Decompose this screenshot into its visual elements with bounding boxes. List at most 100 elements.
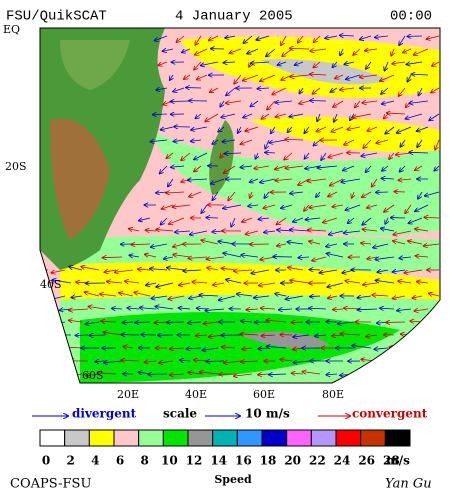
wind-arrow: [415, 229, 429, 231]
wind-arrow: [429, 293, 440, 296]
wind-arrow: [212, 191, 219, 200]
wind-arrow: [194, 360, 208, 361]
wind-arrow: [429, 113, 440, 120]
wind-arrow: [328, 191, 338, 196]
wind-arrow: [415, 165, 423, 170]
wind-arrow: [414, 48, 429, 55]
color-box: [113, 429, 140, 447]
lat-label: 40S: [40, 278, 62, 291]
wind-arrow: [107, 281, 123, 283]
wind-arrow: [258, 218, 270, 219]
wind-arrow: [285, 139, 304, 140]
color-box: [335, 429, 362, 447]
wind-arrow: [280, 359, 293, 361]
wind-arrow: [341, 178, 361, 182]
wind-arrow: [313, 139, 321, 146]
wind-arrow: [81, 267, 100, 271]
color-box: [138, 429, 164, 447]
wind-arrow: [184, 74, 191, 79]
wind-arrow: [372, 178, 378, 187]
wind-arrow: [361, 243, 372, 244]
wind-arrow: [391, 48, 394, 56]
wind-arrow: [219, 295, 236, 300]
wind-arrow: [122, 322, 134, 323]
wind-arrow: [375, 257, 395, 259]
color-box: [162, 429, 189, 447]
wind-arrow: [266, 48, 276, 56]
wind-arrow: [290, 75, 310, 77]
wind-arrow: [309, 204, 327, 208]
wind-arrow: [381, 178, 395, 179]
wind-arrow: [340, 35, 355, 36]
wind-arrow: [409, 152, 429, 153]
color-box: [236, 429, 263, 447]
wind-arrow: [254, 166, 270, 168]
wind-arrow: [381, 361, 395, 363]
wind-arrow: [414, 309, 429, 311]
wind-arrow: [190, 230, 208, 235]
wind-arrow: [415, 256, 429, 257]
wind-arrow: [256, 35, 270, 40]
wind-arrow: [176, 35, 185, 42]
wind-arrow: [243, 35, 253, 43]
wind-arrow: [260, 74, 276, 81]
color-scale: 0 2 4 6 8 10 12 14 16 18 20 22 24 26 28: [39, 429, 411, 468]
wind-arrow: [220, 152, 224, 158]
wind-arrow: [278, 62, 287, 65]
wind-arrow: [231, 217, 236, 227]
wind-arrow: [326, 244, 338, 247]
wind-arrow: [400, 139, 406, 147]
wind-arrow: [353, 48, 361, 55]
wind-arrow: [404, 269, 423, 273]
wind-arrow: [166, 192, 185, 193]
wind-arrow: [404, 346, 423, 348]
wind-arrow: [173, 255, 191, 257]
wind-arrow: [369, 374, 389, 375]
wind-arrow: [417, 282, 429, 283]
wind-arrow: [135, 322, 151, 323]
wind-arrow: [251, 269, 270, 273]
wind-arrow: [125, 281, 140, 283]
wind-arrow: [362, 101, 378, 103]
wind-arrow: [277, 244, 287, 246]
wind-arrow: [168, 178, 174, 187]
wind-arrow: [309, 308, 327, 309]
wind-arrow: [334, 113, 337, 122]
wind-arrow: [240, 139, 253, 144]
color-box: [212, 429, 238, 447]
wind-arrow: [156, 88, 168, 90]
wind-arrow: [406, 372, 423, 374]
wind-arrow: [340, 48, 343, 55]
wind-arrow: [40, 347, 49, 348]
wind-arrow: [380, 74, 395, 81]
wind-arrow: [344, 231, 361, 233]
wind-arrow: [163, 49, 174, 51]
wind-arrow: [212, 139, 219, 144]
wind-arrow: [222, 347, 236, 348]
wind-arrow: [343, 165, 355, 170]
wind-arrow: [170, 74, 173, 80]
wind-arrow: [261, 308, 276, 309]
wind-arrow: [333, 309, 344, 310]
wind-arrow: [362, 217, 372, 225]
wind-arrow: [266, 320, 287, 322]
wind-arrow: [319, 269, 338, 273]
wind-arrow: [225, 36, 236, 38]
wind-arrow: [188, 257, 208, 258]
wind-arrow: [69, 267, 83, 271]
wind-arrow: [155, 306, 174, 310]
wind-arrow: [290, 48, 310, 49]
wind-arrow: [352, 191, 354, 198]
wind-arrow: [255, 152, 258, 159]
wind-arrow: [240, 166, 253, 167]
scale-label: 16: [235, 454, 252, 468]
wind-arrow: [138, 269, 151, 270]
wind-arrow: [275, 179, 293, 181]
wind-arrow: [363, 139, 372, 148]
footer-right: Yan Gu: [385, 477, 432, 492]
wind-arrow: [293, 361, 310, 363]
wind-arrow: [52, 280, 72, 284]
color-box: [64, 429, 90, 447]
